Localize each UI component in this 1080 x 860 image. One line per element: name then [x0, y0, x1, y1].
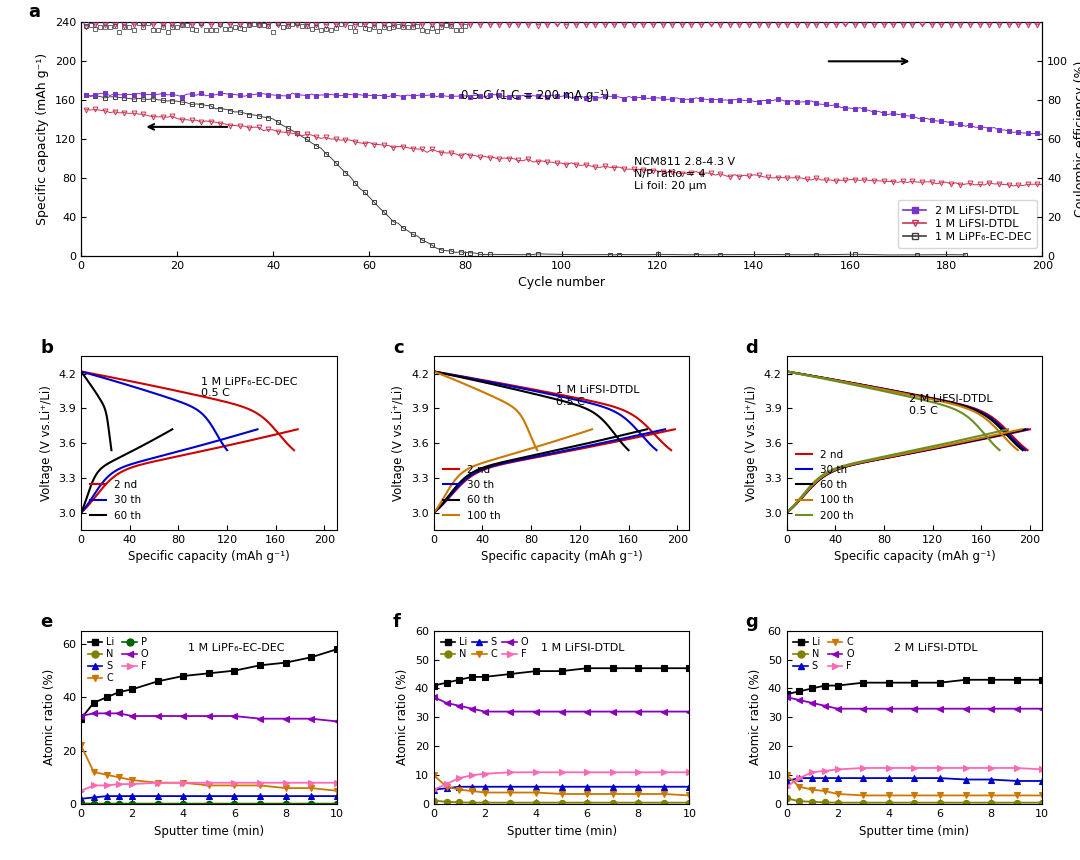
Text: 2 M LiFSI-DTDL
0.5 C: 2 M LiFSI-DTDL 0.5 C	[909, 394, 993, 415]
X-axis label: Sputter time (min): Sputter time (min)	[507, 825, 617, 838]
Text: 1 M LiFSI-DTDL
0.5 C: 1 M LiFSI-DTDL 0.5 C	[556, 385, 640, 407]
Text: g: g	[745, 613, 758, 631]
Text: b: b	[40, 339, 53, 357]
Text: d: d	[745, 339, 758, 357]
Text: a: a	[28, 3, 40, 21]
Y-axis label: Specific capacity (mAh g⁻¹): Specific capacity (mAh g⁻¹)	[37, 52, 50, 224]
Legend: 2 nd, 30 th, 60 th, 100 th, 200 th: 2 nd, 30 th, 60 th, 100 th, 200 th	[792, 445, 858, 525]
Legend: 2 nd, 30 th, 60 th, 100 th: 2 nd, 30 th, 60 th, 100 th	[438, 461, 505, 525]
Y-axis label: Atomic ratio (%): Atomic ratio (%)	[396, 669, 409, 765]
Text: 1 M LiPF₆-EC-DEC: 1 M LiPF₆-EC-DEC	[188, 642, 285, 653]
Text: f: f	[393, 613, 401, 631]
X-axis label: Sputter time (min): Sputter time (min)	[860, 825, 970, 838]
Legend: 2 M LiFSI-DTDL, 1 M LiFSI-DTDL, 1 M LiPF₆-EC-DEC: 2 M LiFSI-DTDL, 1 M LiFSI-DTDL, 1 M LiPF…	[897, 200, 1037, 248]
Legend: 2 nd, 30 th, 60 th: 2 nd, 30 th, 60 th	[86, 476, 146, 525]
X-axis label: Sputter time (min): Sputter time (min)	[153, 825, 264, 838]
Text: 2 M LiFSI-DTDL: 2 M LiFSI-DTDL	[894, 642, 977, 653]
Y-axis label: Voltage (V vs.Li⁺/Li): Voltage (V vs.Li⁺/Li)	[40, 385, 53, 501]
Text: c: c	[393, 339, 404, 357]
Legend: Li, N, S, C, P, O, F: Li, N, S, C, P, O, F	[86, 636, 150, 685]
Legend: Li, N, S, C, O, F: Li, N, S, C, O, F	[438, 636, 530, 661]
Text: e: e	[40, 613, 52, 631]
Text: 1 M LiFSI-DTDL: 1 M LiFSI-DTDL	[541, 642, 624, 653]
Legend: Li, N, S, C, O, F: Li, N, S, C, O, F	[792, 636, 856, 673]
Y-axis label: Atomic ratio (%): Atomic ratio (%)	[750, 669, 762, 765]
X-axis label: Cycle number: Cycle number	[518, 276, 605, 289]
X-axis label: Specific capacity (mAh g⁻¹): Specific capacity (mAh g⁻¹)	[834, 550, 996, 563]
Y-axis label: Voltage (V vs.Li⁺/Li): Voltage (V vs.Li⁺/Li)	[745, 385, 758, 501]
Text: 0.5 C (1 C = 200 mA g⁻¹): 0.5 C (1 C = 200 mA g⁻¹)	[461, 89, 609, 101]
Text: 1 M LiPF₆-EC-DEC
0.5 C: 1 M LiPF₆-EC-DEC 0.5 C	[201, 377, 298, 398]
Y-axis label: Voltage (V vs.Li⁺/Li): Voltage (V vs.Li⁺/Li)	[392, 385, 405, 501]
Text: NCM811 2.8-4.3 V
N/P ratio = 4
Li foil: 20 μm: NCM811 2.8-4.3 V N/P ratio = 4 Li foil: …	[634, 157, 734, 191]
Y-axis label: Coulombic efficiency (%): Coulombic efficiency (%)	[1074, 60, 1080, 217]
Y-axis label: Atomic ratio (%): Atomic ratio (%)	[43, 669, 56, 765]
X-axis label: Specific capacity (mAh g⁻¹): Specific capacity (mAh g⁻¹)	[481, 550, 643, 563]
X-axis label: Specific capacity (mAh g⁻¹): Specific capacity (mAh g⁻¹)	[127, 550, 289, 563]
